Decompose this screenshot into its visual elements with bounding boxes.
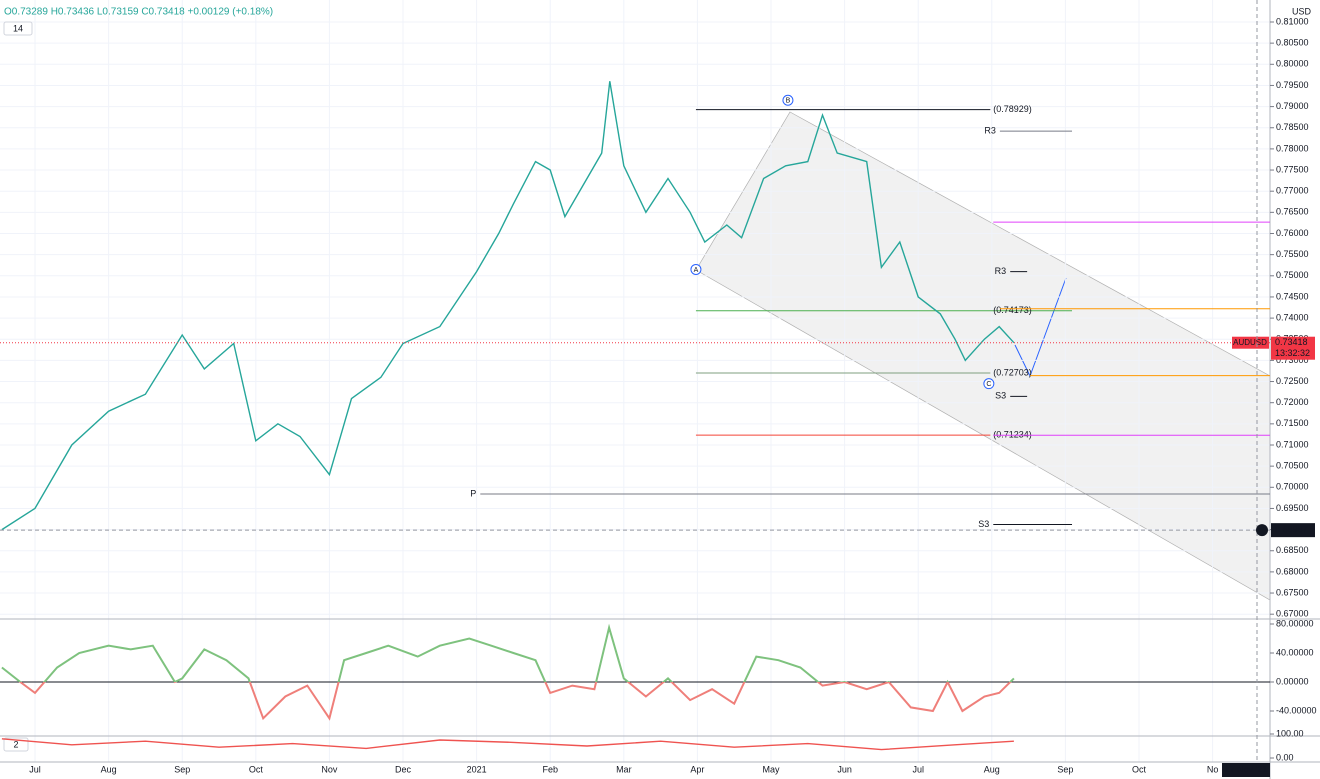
y-tick-label: 0.78000: [1276, 143, 1309, 153]
y-tick-label: 80.00000: [1276, 618, 1314, 628]
y-tick-label: 0.80000: [1276, 59, 1309, 69]
crosshair-date-tag: [1222, 763, 1270, 777]
symbol-label: AUDUSD: [1233, 338, 1267, 347]
level-label: (0.72703): [993, 367, 1032, 377]
indicator-chip[interactable]: [3, 21, 33, 36]
y-tick-label: 0.81000: [1276, 16, 1309, 26]
y-tick-label: 0.70000: [1276, 482, 1309, 492]
y-tick-label: 0.74000: [1276, 312, 1309, 322]
wave-label: A: [694, 267, 699, 274]
y-tick-label: 0.75000: [1276, 270, 1309, 280]
y-tick-label: 0.68500: [1276, 545, 1309, 555]
level-label: (0.71234): [993, 429, 1032, 439]
y-tick-label: 0.71000: [1276, 439, 1309, 449]
y-tick-label: 0.79500: [1276, 80, 1309, 90]
y-tick-label: 0.00: [1276, 752, 1294, 762]
oscillator-negative: [18, 681, 1012, 721]
ohlc: O0.73289 H0.73436 L0.73159 C0.73418 +0.0…: [4, 7, 273, 18]
x-tick-label: Jul: [912, 764, 924, 774]
x-tick-label: Aug: [984, 764, 1000, 774]
x-tick-label: Aug: [101, 764, 117, 774]
x-tick-label: Mar: [616, 764, 632, 774]
wave-label: B: [786, 98, 791, 105]
y-tick-label: 0.71500: [1276, 418, 1309, 428]
x-tick-label: Dec: [395, 764, 412, 774]
x-tick-label: 2021: [467, 764, 487, 774]
y-tick-label: 0.00000: [1276, 676, 1309, 686]
y-tick-label: 0.78500: [1276, 122, 1309, 132]
y-tick-label: 0.67500: [1276, 587, 1309, 597]
y-tick-label: 0.67000: [1276, 609, 1309, 619]
y-tick-label: 0.72000: [1276, 397, 1309, 407]
currency[interactable]: USD: [1292, 6, 1312, 16]
y-tick-label: 0.69500: [1276, 503, 1309, 513]
wave-marker: [983, 378, 995, 390]
level-label: R3: [984, 126, 996, 136]
x-tick-label: Sep: [174, 764, 190, 774]
y-tick-label: 100.00: [1276, 728, 1304, 738]
symbol-tag: [1232, 336, 1269, 349]
x-tick-label: Sep: [1057, 764, 1073, 774]
level-label: (0.78929): [993, 104, 1032, 114]
level-label: S3: [978, 519, 989, 529]
y-tick-label: 0.76000: [1276, 228, 1309, 238]
crosshair-price-tag: [1271, 523, 1315, 538]
countdown: 13:32:32: [1275, 348, 1310, 358]
x-tick-label: Jun: [837, 764, 852, 774]
x-tick-label: Nov: [321, 764, 338, 774]
last-price-label: 0.73418: [1275, 337, 1308, 347]
level-label: P: [470, 488, 476, 498]
y-tick-label: 0.70500: [1276, 461, 1309, 471]
y-tick-label: -40.00000: [1276, 705, 1317, 715]
y-tick-label: 40.00000: [1276, 647, 1314, 657]
wave-marker: [782, 94, 794, 106]
y-tick-label: 0.80500: [1276, 38, 1309, 48]
series-line: [1, 738, 1014, 751]
price-tag: [1271, 336, 1315, 360]
y-tick-label: 0.77500: [1276, 164, 1309, 174]
crosshair-date-label: 17 Nov '21: [1225, 764, 1268, 774]
x-tick-label: Jul: [29, 764, 41, 774]
level-label: R3: [995, 266, 1007, 276]
y-tick-label: 0.79000: [1276, 101, 1309, 111]
series-line: [1, 81, 1015, 531]
crosshair-button: [1256, 524, 1268, 537]
y-tick-label: 0.77000: [1276, 186, 1309, 196]
wave-label: C: [986, 381, 991, 388]
oscillator-positive: [1, 623, 1015, 682]
wave-marker: [690, 263, 702, 275]
level-label: S3: [995, 391, 1006, 401]
y-tick-label: 0.75500: [1276, 249, 1309, 259]
plot: [0, 0, 1270, 762]
y-tick-label: 0.68000: [1276, 566, 1309, 576]
x-tick-label: Feb: [542, 764, 558, 774]
indicator-chip[interactable]: [3, 737, 29, 752]
x-tick-label: Oct: [1132, 764, 1147, 774]
indicator-length: 14: [13, 23, 23, 33]
x-tick-label: Apr: [690, 764, 704, 774]
y-tick-label: 0.74500: [1276, 291, 1309, 301]
crosshair-price-label: 0.68987: [1275, 525, 1308, 535]
x-tick-label: No: [1207, 764, 1219, 774]
x-tick-label: Oct: [249, 764, 264, 774]
y-tick-label: 0.76500: [1276, 207, 1309, 217]
level-label: (0.74173): [993, 305, 1032, 315]
y-tick-label: 0.73000: [1276, 355, 1309, 365]
y-tick-label: 0.72500: [1276, 376, 1309, 386]
x-tick-label: May: [763, 764, 781, 774]
indicator-length: 2: [13, 739, 18, 749]
